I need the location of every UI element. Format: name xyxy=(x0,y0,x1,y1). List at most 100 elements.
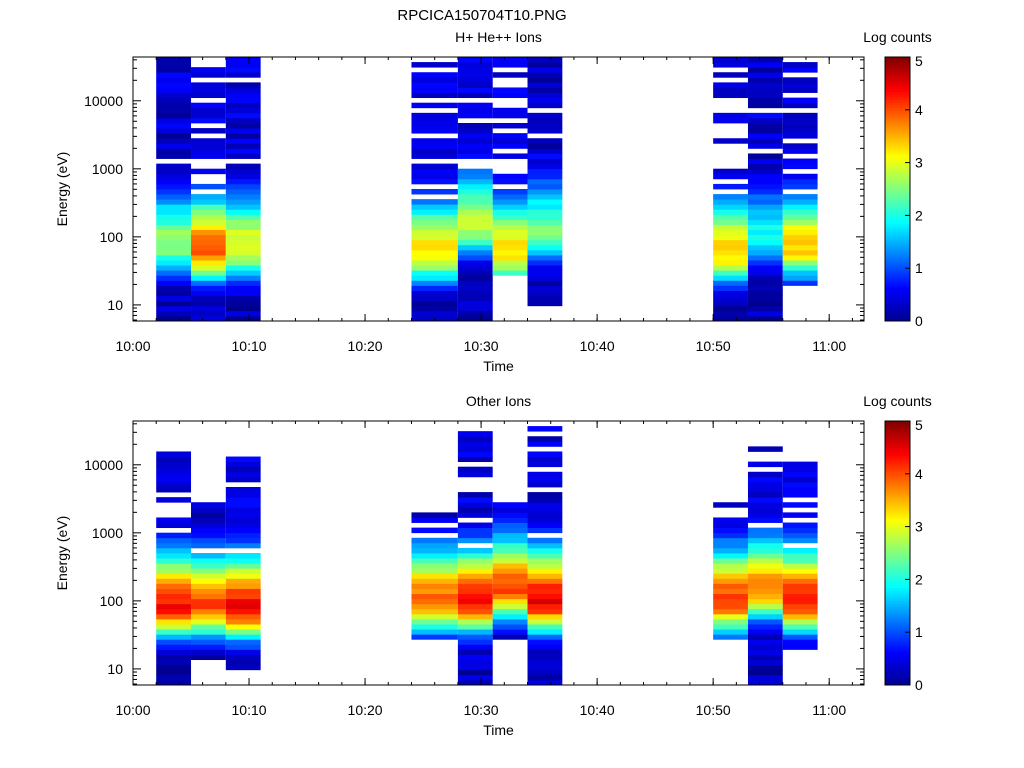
heatmap-cell xyxy=(457,285,493,291)
heatmap-cell xyxy=(225,62,261,68)
heatmap-cell xyxy=(747,568,783,574)
colorbar-segment xyxy=(885,78,910,82)
heatmap-cell xyxy=(457,578,493,584)
colorbar-segment xyxy=(885,210,910,214)
heatmap-cell xyxy=(713,173,748,180)
colorbar-segment xyxy=(885,299,910,304)
heatmap-cell xyxy=(747,527,783,534)
colorbar-segment xyxy=(885,278,910,282)
heatmap-cell xyxy=(156,310,192,317)
heatmap-cell xyxy=(747,92,783,99)
colorbar-segment xyxy=(885,526,910,530)
heatmap-cell xyxy=(156,593,192,600)
heatmap-cell xyxy=(225,624,261,630)
heatmap-cell xyxy=(411,229,458,236)
heatmap-cell xyxy=(747,123,783,129)
heatmap-cell xyxy=(747,558,783,564)
heatmap-cell xyxy=(411,300,458,307)
heatmap-cell xyxy=(191,563,226,569)
heatmap-cell xyxy=(747,285,783,291)
y-axis-label: Energy (eV) xyxy=(54,152,70,227)
heatmap-cell xyxy=(527,102,563,109)
data-column xyxy=(782,461,818,650)
colorbar-segment xyxy=(885,558,910,562)
heatmap-cell xyxy=(156,189,192,195)
x-tick-label: 11:00 xyxy=(812,338,846,354)
heatmap-cell xyxy=(782,204,818,210)
heatmap-cell xyxy=(782,629,818,635)
heatmap-cell xyxy=(156,608,192,615)
colorbar-segment xyxy=(885,265,910,269)
heatmap-cell xyxy=(191,573,226,579)
colorbar-segment xyxy=(885,661,910,665)
heatmap-cell xyxy=(191,583,226,589)
heatmap-cell xyxy=(457,436,493,442)
heatmap-cell xyxy=(411,178,458,185)
heatmap-cell xyxy=(527,451,563,457)
heatmap-cell xyxy=(747,265,783,271)
heatmap-cell xyxy=(457,563,493,569)
heatmap-cell xyxy=(225,522,261,529)
heatmap-cell xyxy=(411,199,458,205)
heatmap-cell xyxy=(225,133,261,139)
heatmap-cell xyxy=(527,138,563,144)
heatmap-cell xyxy=(527,441,563,447)
heatmap-cell xyxy=(492,107,528,114)
heatmap-cell xyxy=(527,290,563,297)
heatmap-cell xyxy=(747,553,783,559)
panel-other-ions: Other Ions 10:00 10:10 10:20 10:30 10:40 10:50… xyxy=(54,393,932,738)
colorbar-segment xyxy=(885,57,910,61)
heatmap-cell xyxy=(527,67,563,73)
heatmap-cell xyxy=(411,547,458,554)
heatmap-cell xyxy=(747,679,783,686)
heatmap-cell xyxy=(191,613,226,620)
colorbar-segment xyxy=(885,173,910,177)
heatmap-cell xyxy=(492,214,528,220)
heatmap-cell xyxy=(527,476,563,483)
colorbar-segment xyxy=(885,207,910,211)
heatmap-cell xyxy=(225,502,261,508)
heatmap-cell xyxy=(747,310,783,317)
heatmap-cell xyxy=(527,527,563,534)
heatmap-cell xyxy=(457,558,493,564)
heatmap-cell xyxy=(225,456,261,463)
heatmap-cell xyxy=(713,204,748,210)
colorbar-label: Log counts xyxy=(863,393,932,409)
colorbar-segment xyxy=(885,611,910,615)
colorbar-tick-label: 2 xyxy=(915,571,923,587)
heatmap-cell xyxy=(782,183,818,190)
heatmap-cell xyxy=(527,163,563,170)
heatmap-cell xyxy=(527,537,563,544)
heatmap-cell xyxy=(527,588,563,595)
heatmap-cell xyxy=(411,204,458,210)
heatmap-cell xyxy=(492,598,528,605)
heatmap-cell xyxy=(747,305,783,312)
heatmap-cell xyxy=(527,542,563,549)
x-tick-label: 10:20 xyxy=(348,702,383,718)
heatmap-cell xyxy=(713,295,748,302)
heatmap-cell xyxy=(457,466,493,473)
heatmap-cell xyxy=(527,219,563,225)
heatmap-cell xyxy=(713,563,748,569)
heatmap-cell xyxy=(191,512,226,518)
heatmap-cell xyxy=(225,163,261,170)
heatmap-cell xyxy=(457,532,493,539)
heatmap-cell xyxy=(527,295,563,302)
colorbar-segment xyxy=(885,642,910,646)
heatmap-cell xyxy=(225,97,261,104)
colorbar-segment xyxy=(885,125,910,129)
heatmap-cell xyxy=(747,275,783,281)
colorbar-segment xyxy=(885,669,910,673)
heatmap-cell xyxy=(156,163,192,170)
heatmap-cell xyxy=(191,138,226,144)
heatmap-cell xyxy=(747,183,783,190)
heatmap-cell xyxy=(225,224,261,231)
heatmap-cell xyxy=(191,249,226,256)
colorbar-segment xyxy=(885,626,910,631)
heatmap-cell xyxy=(156,92,192,99)
colorbar-segment xyxy=(885,502,910,506)
heatmap-cell xyxy=(225,229,261,236)
heatmap-cell xyxy=(156,138,192,144)
heatmap-cell xyxy=(492,189,528,195)
colorbar-segment xyxy=(885,566,910,570)
